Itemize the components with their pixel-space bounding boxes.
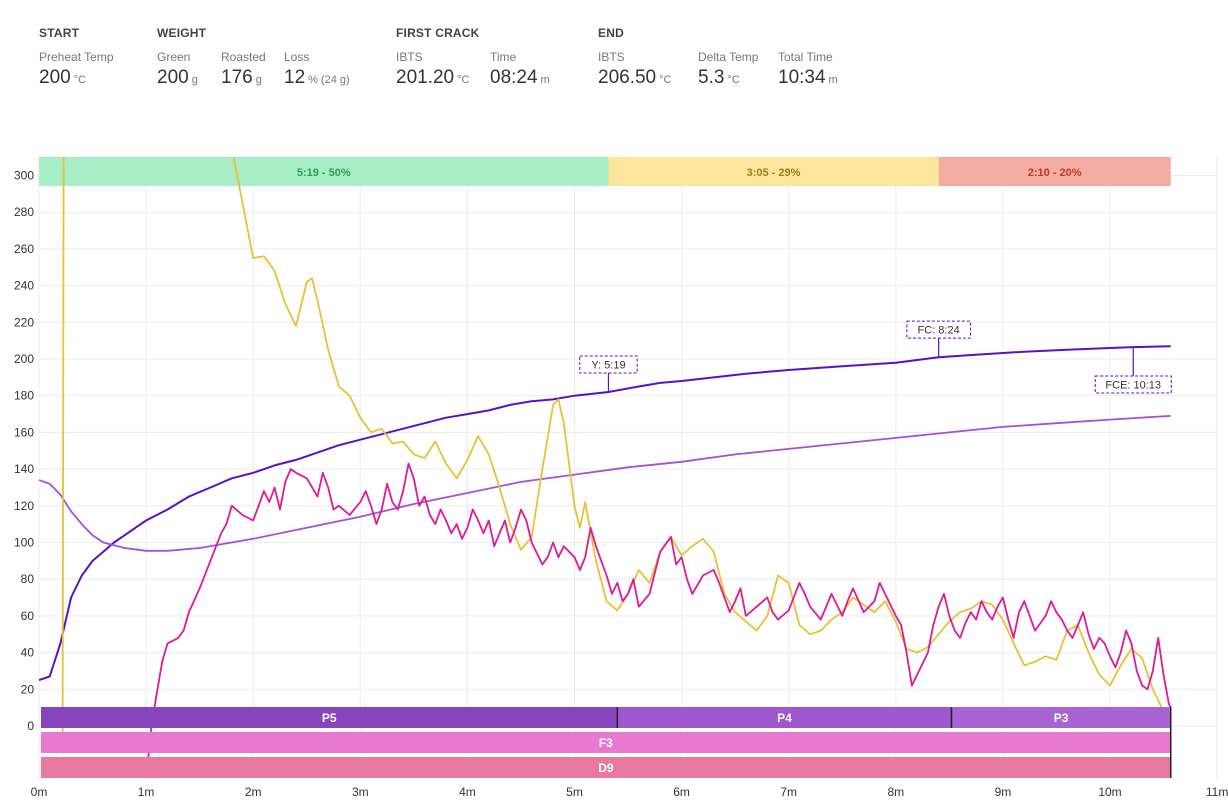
loss-value: 12% (24 g)	[284, 67, 350, 88]
end-ibts-label: IBTS	[598, 50, 625, 64]
preheat-value: 200 °C	[39, 67, 87, 88]
first-crack-title: FIRST CRACK	[396, 26, 480, 40]
marker-label: FCE: 10:13	[1105, 379, 1161, 391]
phase-band	[39, 157, 609, 186]
y-tick-label: 100	[14, 536, 34, 550]
fc-ibts-value: 201.20 °C	[396, 67, 470, 88]
x-tick-label: 0m	[31, 785, 48, 799]
x-tick-label: 9m	[995, 785, 1012, 799]
phase-band	[608, 157, 939, 186]
x-tick-label: 6m	[673, 785, 690, 799]
y-tick-label: 240	[14, 279, 34, 293]
phase-label: 5:19 - 50%	[297, 167, 351, 179]
x-tick-label: 7m	[780, 785, 797, 799]
delta-temp-label: Delta Temp	[698, 50, 759, 64]
y-tick-label: 220	[14, 315, 34, 329]
y-tick-label: 140	[14, 462, 34, 476]
fc-time-label: Time	[490, 50, 517, 64]
series-line	[39, 345, 1171, 682]
y-tick-label: 200	[14, 352, 34, 366]
control-bar	[617, 707, 952, 728]
marker-label: Y: 5:19	[591, 360, 625, 372]
marker-box	[1094, 375, 1172, 394]
y-tick-label: 180	[14, 389, 34, 403]
y-tick-label: 120	[14, 499, 34, 513]
x-tick-label: 4m	[459, 785, 476, 799]
control-bar-label: F3	[599, 736, 613, 750]
y-tick-label: 0	[27, 719, 34, 733]
control-bar-label: P3	[1054, 711, 1069, 725]
roasted-label: Roasted	[221, 50, 266, 64]
control-bar	[951, 707, 1171, 728]
roasted-value: 176 g	[221, 67, 262, 88]
phase-label: 2:10 - 20%	[1028, 167, 1082, 179]
phase-band	[938, 157, 1171, 186]
y-tick-label: 300	[14, 169, 34, 183]
series-line	[39, 415, 1171, 552]
control-bar-label: P5	[322, 711, 337, 725]
loss-label: Loss	[284, 50, 310, 64]
total-time-label: Total Time	[778, 50, 833, 64]
control-bar	[41, 732, 1171, 753]
phase-label: 3:05 - 29%	[747, 167, 801, 179]
green-value: 200 g	[157, 67, 198, 88]
y-tick-label: 60	[21, 609, 35, 623]
marker-box	[906, 320, 971, 339]
y-tick-label: 40	[21, 646, 35, 660]
x-tick-label: 8m	[887, 785, 904, 799]
fc-time-value: 08:24 m	[490, 67, 550, 88]
start-title: START	[39, 26, 80, 40]
marker-box	[579, 355, 638, 374]
series-line	[145, 462, 1172, 778]
end-title: END	[598, 26, 624, 40]
series-line	[61, 157, 1172, 754]
control-bar-label: P4	[777, 711, 792, 725]
control-bar	[41, 707, 618, 728]
weight-title: WEIGHT	[157, 26, 207, 40]
control-bar-label: D9	[598, 761, 614, 775]
x-tick-label: 5m	[566, 785, 583, 799]
delta-temp-value: 5.3 °C	[698, 67, 740, 88]
y-tick-label: 20	[21, 682, 35, 696]
x-tick-label: 11m	[1206, 785, 1228, 799]
x-tick-label: 1m	[138, 785, 155, 799]
preheat-label: Preheat Temp	[39, 50, 114, 64]
marker-label: FC: 8:24	[918, 325, 960, 337]
fc-ibts-label: IBTS	[396, 50, 423, 64]
y-tick-label: 260	[14, 242, 34, 256]
control-bar	[41, 757, 1171, 778]
end-ibts-value: 206.50 °C	[598, 67, 672, 88]
y-tick-label: 280	[14, 205, 34, 219]
x-tick-label: 2m	[245, 785, 262, 799]
x-tick-label: 10m	[1098, 785, 1121, 799]
y-tick-label: 160	[14, 425, 34, 439]
y-tick-label: 80	[21, 572, 35, 586]
roast-summary: START Preheat Temp 200 °C WEIGHT Green 20…	[0, 0, 1228, 120]
green-label: Green	[157, 50, 191, 64]
total-time-value: 10:34 m	[778, 67, 838, 88]
x-tick-label: 3m	[352, 785, 369, 799]
